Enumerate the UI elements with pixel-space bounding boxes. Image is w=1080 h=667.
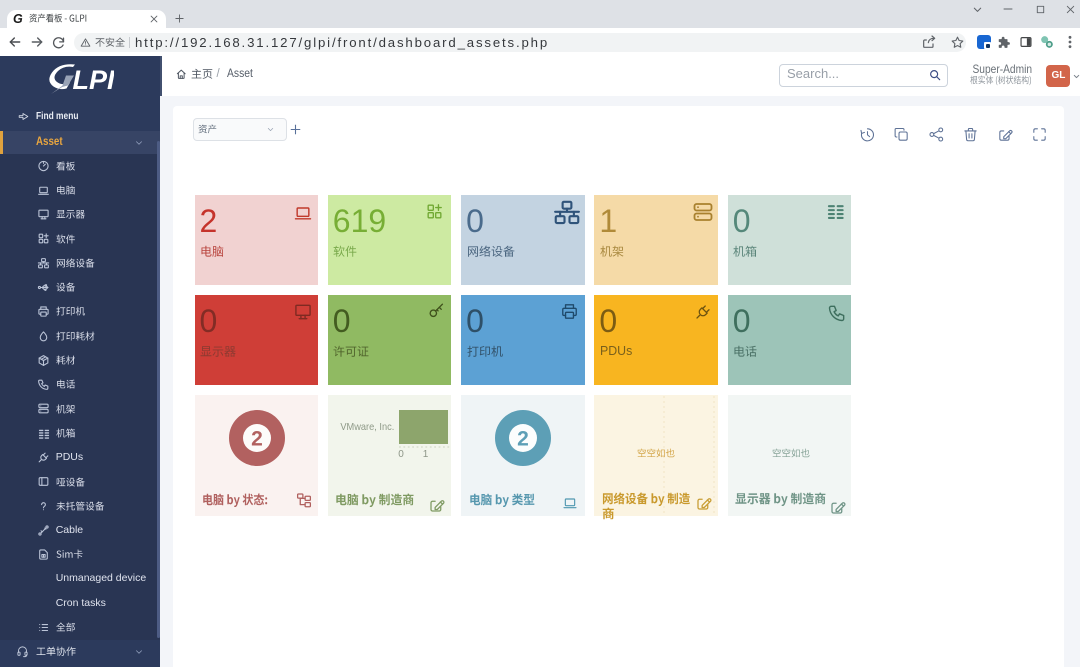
svg-text:2: 2	[251, 427, 263, 450]
svg-text:LPI: LPI	[73, 65, 115, 94]
svg-text:2: 2	[518, 427, 530, 450]
